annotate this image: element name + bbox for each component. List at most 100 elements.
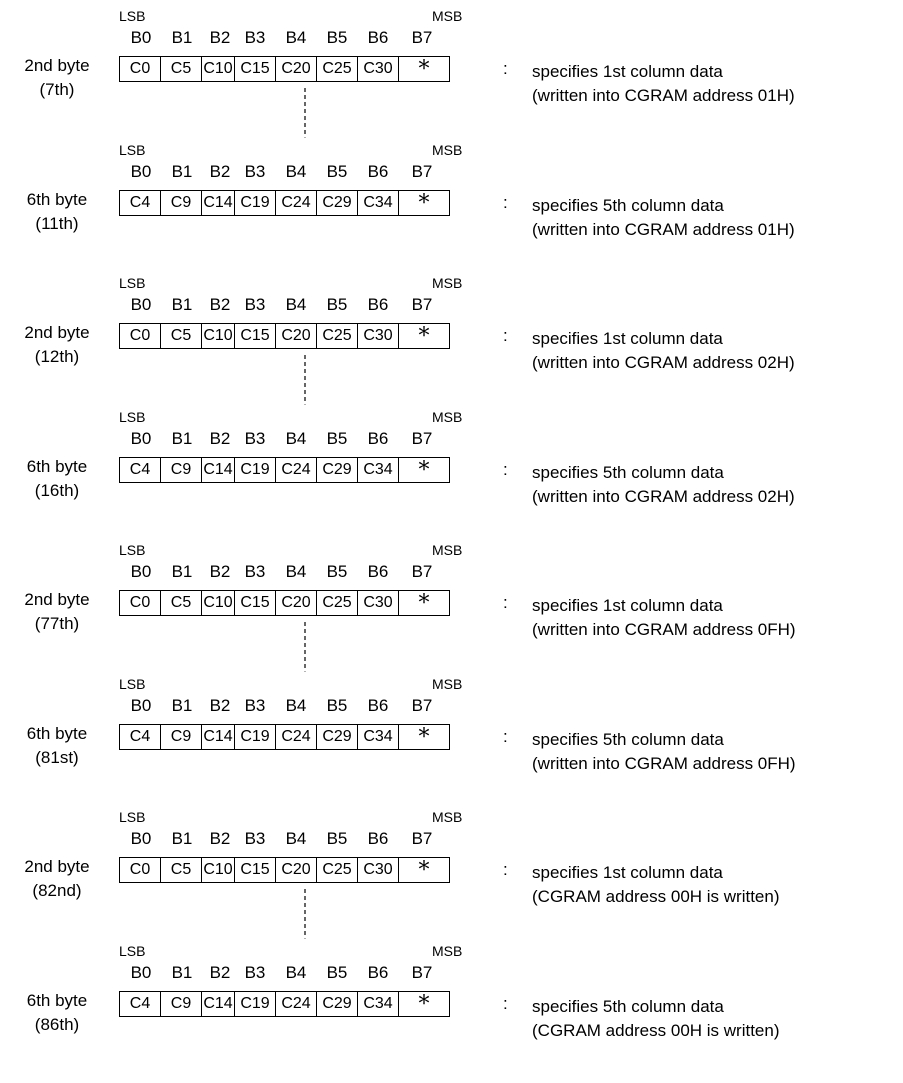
separator-colon: : xyxy=(503,192,508,212)
bit-label: B1 xyxy=(171,295,193,314)
byte-index: (11th) xyxy=(35,213,79,233)
byte-ordinal: 6th byte xyxy=(26,189,88,209)
data-bit-cell: C34 xyxy=(357,189,399,216)
bit-label: B6 xyxy=(367,695,389,715)
data-bit-cell: C24 xyxy=(275,723,317,750)
data-bit-cell: C14 xyxy=(201,456,235,483)
data-bit-cell: C4 xyxy=(119,189,161,216)
lsb-label: LSB xyxy=(119,275,146,291)
bit-header-row: B0 B1 B2 B3 B4 B5 B6 B7 xyxy=(119,28,450,48)
byte-ordinal: 6th byte xyxy=(26,990,88,1010)
description-line: specifies 5th column data xyxy=(532,729,724,749)
bit-label: B0 xyxy=(130,428,152,448)
byte-ordinal: 2nd byte xyxy=(24,323,90,342)
bit-label: B2 xyxy=(209,161,231,181)
separator-colon: : xyxy=(503,726,508,746)
data-bit-cell: C5 xyxy=(160,56,202,82)
bit-label: B2 xyxy=(209,428,231,448)
byte-index: (16th) xyxy=(34,480,80,500)
data-bit-cell: C24 xyxy=(275,189,317,216)
bit-label: B4 xyxy=(285,829,307,848)
column-description: specifies 5th column data (written into C… xyxy=(532,728,796,776)
byte-cells: C0 C5 C10 C15 C20 C25 C30 * xyxy=(119,56,450,82)
byte-index: (77th) xyxy=(34,614,80,633)
msb-label: MSB xyxy=(432,675,463,692)
byte-group: LSB MSB B0 B1 B2 B3 B4 B5 B6 B7 6th byte (11th) C4 C9… xyxy=(0,142,903,282)
byte-ordinal: 2nd byte xyxy=(24,56,90,75)
bit-label: B4 xyxy=(285,428,307,448)
bit-label: B4 xyxy=(285,695,307,715)
bit-header-row: B0 B1 B2 B3 B4 B5 B6 B7 xyxy=(119,429,450,449)
byte-label: 6th byte (11th) xyxy=(0,188,114,236)
data-bit-cell: C10 xyxy=(201,56,235,82)
data-bit-cell: C25 xyxy=(316,323,358,349)
msb-label: MSB xyxy=(432,942,463,959)
bit-label: B4 xyxy=(285,562,307,581)
bit-label: B1 xyxy=(171,161,193,181)
description-line: specifies 5th column data xyxy=(532,996,724,1016)
column-description: specifies 1st column data (written into C… xyxy=(532,594,796,642)
data-bit-cell: C24 xyxy=(275,456,317,483)
data-bit-cell: C4 xyxy=(119,990,161,1017)
bit-label: B7 xyxy=(411,161,433,181)
column-description: specifies 5th column data (written into C… xyxy=(532,194,795,242)
bit-label: B0 xyxy=(130,161,152,181)
byte-index: (12th) xyxy=(34,347,80,366)
byte-cells: C0 C5 C10 C15 C20 C25 C30 * xyxy=(119,323,450,349)
bit-label: B6 xyxy=(367,428,389,448)
description-line: specifies 1st column data xyxy=(532,863,723,882)
data-bit-cell: C9 xyxy=(160,456,202,483)
byte-label: 2nd byte (77th) xyxy=(0,588,114,636)
byte-label: 6th byte (81st) xyxy=(0,722,114,770)
byte-index: (81st) xyxy=(35,747,79,767)
data-bit-cell: C5 xyxy=(160,323,202,349)
bit-label: B3 xyxy=(244,562,266,581)
unused-bit-cell: * xyxy=(398,456,450,483)
lsb-label: LSB xyxy=(119,675,146,692)
data-bit-cell: C15 xyxy=(234,590,276,616)
bit-label: B7 xyxy=(411,295,433,314)
separator-colon: : xyxy=(503,459,508,479)
separator-colon: : xyxy=(503,593,508,612)
description-address: (written into CGRAM address 0FH) xyxy=(532,620,796,639)
data-bit-cell: C4 xyxy=(119,723,161,750)
unused-bit-cell: * xyxy=(398,990,450,1017)
bit-label: B7 xyxy=(411,562,433,581)
lsb-label: LSB xyxy=(119,8,146,24)
data-bit-cell: C29 xyxy=(316,723,358,750)
bit-label: B0 xyxy=(130,295,152,314)
bit-label: B3 xyxy=(244,28,266,47)
data-bit-cell: C10 xyxy=(201,323,235,349)
bit-header-row: B0 B1 B2 B3 B4 B5 B6 B7 xyxy=(119,562,450,582)
bit-label: B4 xyxy=(285,962,307,982)
description-line: specifies 1st column data xyxy=(532,329,723,348)
data-bit-cell: C9 xyxy=(160,990,202,1017)
data-bit-cell: C34 xyxy=(357,456,399,483)
bit-label: B2 xyxy=(209,962,231,982)
bit-label: B1 xyxy=(171,695,193,715)
data-bit-cell: C25 xyxy=(316,590,358,616)
description-address: (CGRAM address 00H is written) xyxy=(532,1020,780,1040)
byte-cells: C0 C5 C10 C15 C20 C25 C30 * xyxy=(119,857,450,883)
description-address: (written into CGRAM address 01H) xyxy=(532,219,795,239)
data-bit-cell: C29 xyxy=(316,990,358,1017)
byte-group: LSB MSB B0 B1 B2 B3 B4 B5 B6 B7 6th byte (16th) C4 C9… xyxy=(0,409,903,549)
data-bit-cell: C34 xyxy=(357,990,399,1017)
bit-header-row: B0 B1 B2 B3 B4 B5 B6 B7 xyxy=(119,963,450,983)
bit-label: B0 xyxy=(130,695,152,715)
data-bit-cell: C30 xyxy=(357,56,399,82)
unused-bit-cell: * xyxy=(398,323,450,349)
data-bit-cell: C30 xyxy=(357,590,399,616)
bit-label: B3 xyxy=(244,829,266,848)
bit-label: B0 xyxy=(130,562,152,581)
data-bit-cell: C20 xyxy=(275,56,317,82)
data-bit-cell: C20 xyxy=(275,590,317,616)
bit-label: B5 xyxy=(326,562,348,581)
column-description: specifies 5th column data (written into C… xyxy=(532,461,795,509)
bit-label: B6 xyxy=(367,562,389,581)
byte-ordinal: 6th byte xyxy=(26,456,88,476)
byte-index: (86th) xyxy=(34,1014,80,1034)
bit-label: B1 xyxy=(171,962,193,982)
byte-group: LSB MSB B0 B1 B2 B3 B4 B5 B6 B7 2nd byte (12th) C0 C5… xyxy=(0,275,903,415)
